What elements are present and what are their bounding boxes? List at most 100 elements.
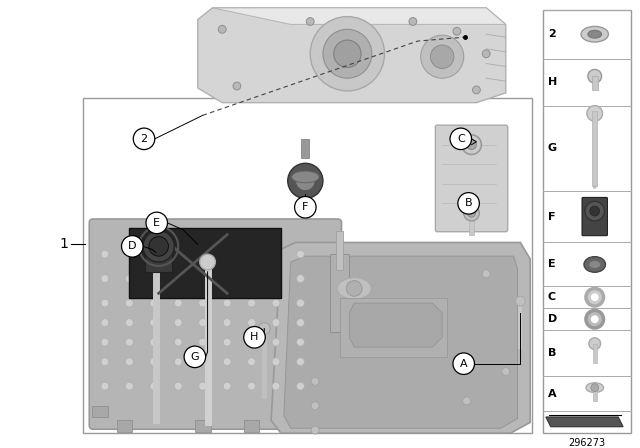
Bar xyxy=(292,411,308,422)
Circle shape xyxy=(296,319,305,327)
Circle shape xyxy=(223,275,231,283)
Circle shape xyxy=(223,358,231,366)
Text: E: E xyxy=(153,218,160,228)
FancyBboxPatch shape xyxy=(582,198,607,236)
Circle shape xyxy=(450,128,472,150)
Circle shape xyxy=(311,377,319,385)
Text: A: A xyxy=(548,388,556,399)
Circle shape xyxy=(458,193,479,214)
Circle shape xyxy=(248,299,255,307)
Circle shape xyxy=(174,338,182,346)
Circle shape xyxy=(150,319,157,327)
Text: 296273: 296273 xyxy=(568,438,605,448)
Circle shape xyxy=(420,35,464,78)
Circle shape xyxy=(244,327,265,348)
Circle shape xyxy=(333,40,361,68)
Circle shape xyxy=(248,338,255,346)
Circle shape xyxy=(259,323,270,334)
Circle shape xyxy=(588,69,602,83)
Circle shape xyxy=(453,27,461,35)
Bar xyxy=(335,231,344,270)
Circle shape xyxy=(248,358,255,366)
Circle shape xyxy=(174,299,182,307)
Circle shape xyxy=(296,171,315,191)
Ellipse shape xyxy=(292,171,319,183)
Circle shape xyxy=(502,368,509,375)
Circle shape xyxy=(323,29,372,78)
Circle shape xyxy=(311,426,319,434)
Circle shape xyxy=(101,250,109,258)
Circle shape xyxy=(589,338,600,349)
Circle shape xyxy=(431,45,454,69)
Circle shape xyxy=(223,319,231,327)
Bar xyxy=(340,298,447,357)
Circle shape xyxy=(199,299,207,307)
Circle shape xyxy=(296,275,305,283)
Circle shape xyxy=(453,353,474,375)
Circle shape xyxy=(468,209,476,217)
Circle shape xyxy=(296,250,305,258)
Circle shape xyxy=(174,382,182,390)
Bar xyxy=(195,420,211,432)
Circle shape xyxy=(125,382,133,390)
Bar xyxy=(592,76,598,90)
Circle shape xyxy=(591,384,598,392)
Circle shape xyxy=(516,296,525,306)
Circle shape xyxy=(199,382,207,390)
Circle shape xyxy=(199,319,207,327)
Circle shape xyxy=(463,397,470,405)
Text: A: A xyxy=(460,359,468,369)
Bar xyxy=(593,344,596,363)
Circle shape xyxy=(585,201,605,221)
Circle shape xyxy=(272,250,280,258)
Text: F: F xyxy=(302,202,308,212)
Circle shape xyxy=(125,338,133,346)
Circle shape xyxy=(233,82,241,90)
Bar xyxy=(592,111,597,186)
Circle shape xyxy=(199,358,207,366)
Bar xyxy=(92,406,108,418)
Circle shape xyxy=(272,275,280,283)
Circle shape xyxy=(307,17,314,26)
Text: G: G xyxy=(191,352,199,362)
Bar xyxy=(244,420,259,432)
Circle shape xyxy=(467,140,476,150)
Circle shape xyxy=(409,17,417,26)
Text: C: C xyxy=(548,292,556,302)
Circle shape xyxy=(483,50,490,58)
Circle shape xyxy=(150,338,157,346)
Circle shape xyxy=(296,382,305,390)
Circle shape xyxy=(294,197,316,218)
Circle shape xyxy=(223,338,231,346)
Circle shape xyxy=(101,299,109,307)
Circle shape xyxy=(591,293,598,301)
Circle shape xyxy=(146,212,168,234)
Circle shape xyxy=(150,275,157,283)
Circle shape xyxy=(149,237,168,256)
Circle shape xyxy=(174,358,182,366)
Circle shape xyxy=(218,26,226,33)
Circle shape xyxy=(223,382,231,390)
Circle shape xyxy=(122,236,143,257)
Circle shape xyxy=(150,250,157,258)
Circle shape xyxy=(483,270,490,278)
Text: E: E xyxy=(548,259,556,269)
Text: C: C xyxy=(457,134,465,144)
Circle shape xyxy=(199,250,207,258)
Circle shape xyxy=(296,338,305,346)
Circle shape xyxy=(272,358,280,366)
Circle shape xyxy=(125,319,133,327)
Circle shape xyxy=(133,128,155,150)
Circle shape xyxy=(223,250,231,258)
Circle shape xyxy=(174,275,182,283)
Bar xyxy=(145,246,172,272)
Text: 1: 1 xyxy=(60,237,68,251)
Polygon shape xyxy=(198,8,506,103)
Circle shape xyxy=(288,163,323,198)
Text: B: B xyxy=(465,198,472,208)
Polygon shape xyxy=(212,8,506,25)
Circle shape xyxy=(101,358,109,366)
Circle shape xyxy=(150,382,157,390)
Bar xyxy=(330,254,349,332)
Circle shape xyxy=(272,382,280,390)
